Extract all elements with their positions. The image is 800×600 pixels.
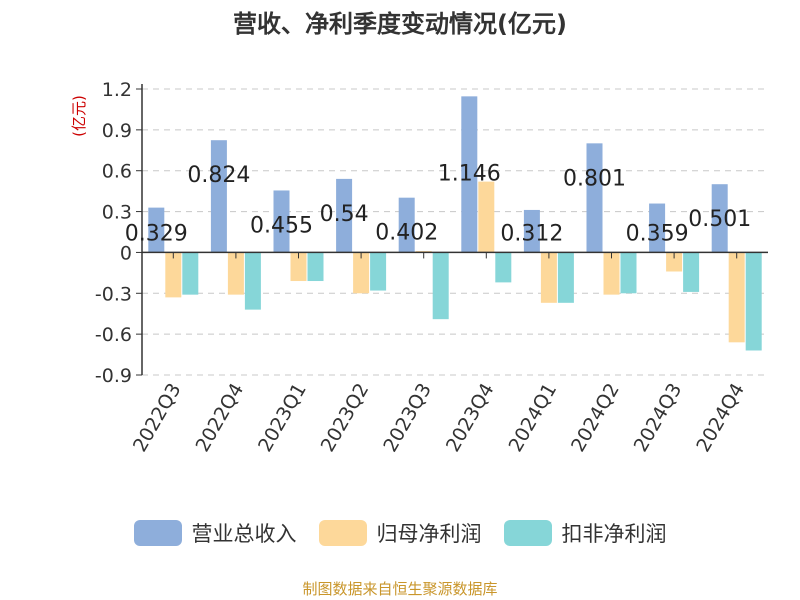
y-tick-label: 0 (120, 242, 132, 264)
y-tick-label: -0.3 (95, 283, 132, 305)
legend: 营业总收入 归母净利润 扣非净利润 (0, 518, 800, 548)
y-tick-label: 0.9 (102, 120, 132, 142)
net-profit-bar (666, 252, 683, 272)
x-tick-label: 2024Q2 (567, 380, 624, 456)
x-tick-label: 2023Q2 (317, 380, 374, 456)
revenue-bar (523, 209, 540, 253)
revenue-data-label: 0.501 (688, 207, 751, 232)
revenue-data-label: 0.54 (320, 202, 369, 227)
legend-swatch-deducted-profit (503, 520, 552, 546)
revenue-bar (649, 203, 666, 253)
deducted-profit-bar (683, 252, 700, 292)
legend-item-deducted-profit[interactable]: 扣非净利润 (503, 518, 667, 548)
x-tick-label: 2022Q3 (129, 380, 186, 456)
source-note: 制图数据来自恒生聚源数据库 (302, 580, 498, 598)
revenue-bar (336, 178, 353, 253)
deducted-profit-bar (432, 252, 449, 320)
net-profit-bar (165, 252, 182, 298)
legend-label-revenue: 营业总收入 (191, 522, 297, 546)
legend-swatch-net-profit (318, 520, 367, 546)
deducted-profit-bar (307, 252, 324, 282)
revenue-data-label: 0.329 (125, 221, 188, 246)
revenue-data-label: 1.146 (438, 161, 501, 186)
legend-item-revenue[interactable]: 营业总收入 (133, 518, 297, 548)
revenue-bar (461, 96, 478, 253)
y-tick-label: 0.3 (102, 202, 132, 224)
revenue-bar (273, 190, 290, 253)
deducted-profit-bar (370, 252, 387, 291)
net-profit-bar (728, 252, 745, 343)
deducted-profit-bar (620, 252, 637, 294)
deducted-profit-bar (244, 252, 261, 310)
deducted-profit-bar (495, 252, 512, 283)
revenue-data-label: 0.402 (375, 221, 438, 246)
revenue-data-label: 0.801 (563, 166, 626, 191)
y-unit-label: (亿元) (70, 95, 88, 137)
net-profit-bar (603, 252, 620, 295)
net-profit-bar (540, 252, 557, 303)
y-tick-label: -0.6 (95, 324, 132, 346)
net-profit-bar (478, 181, 495, 253)
y-tick-label: 0.6 (102, 161, 132, 183)
net-profit-bar (227, 252, 244, 295)
deducted-profit-bar (745, 252, 762, 351)
legend-item-net-profit[interactable]: 归母净利润 (318, 518, 482, 548)
x-tick-label: 2023Q4 (442, 380, 499, 456)
net-profit-bar (353, 252, 370, 294)
deducted-profit-bar (182, 252, 199, 295)
revenue-data-label: 0.455 (250, 213, 313, 238)
x-tick-label: 2024Q1 (504, 380, 561, 456)
legend-swatch-revenue (133, 520, 182, 546)
revenue-data-label: 0.824 (187, 163, 250, 188)
y-tick-label: -0.9 (95, 365, 132, 387)
revenue-data-label: 0.312 (500, 221, 563, 246)
revenue-data-label: 0.359 (626, 221, 689, 246)
x-tick-label: 2023Q1 (254, 380, 311, 456)
bar-chart: 1.2 0.9 0.6 0.3 0 -0.3 -0.6 -0.9 (亿元) 2022Q3 2022Q… (70, 79, 768, 456)
y-tick-label: 1.2 (102, 79, 132, 101)
x-tick-label: 2022Q4 (191, 380, 248, 456)
x-tick-label: 2024Q4 (692, 380, 749, 456)
chart-title: 营收、净利季度变动情况(亿元) (233, 10, 567, 38)
legend-label-deducted-profit: 扣非净利润 (561, 522, 667, 546)
revenue-bar (398, 197, 415, 253)
deducted-profit-bar (557, 252, 574, 303)
x-tick-label: 2023Q3 (379, 380, 436, 456)
revenue-bar (586, 143, 603, 253)
legend-label-net-profit: 归母净利润 (376, 522, 482, 546)
x-tick-label: 2024Q3 (630, 380, 687, 456)
net-profit-bar (290, 252, 307, 282)
revenue-bar (148, 207, 165, 253)
revenue-bar (210, 140, 227, 253)
revenue-bar (711, 184, 728, 253)
